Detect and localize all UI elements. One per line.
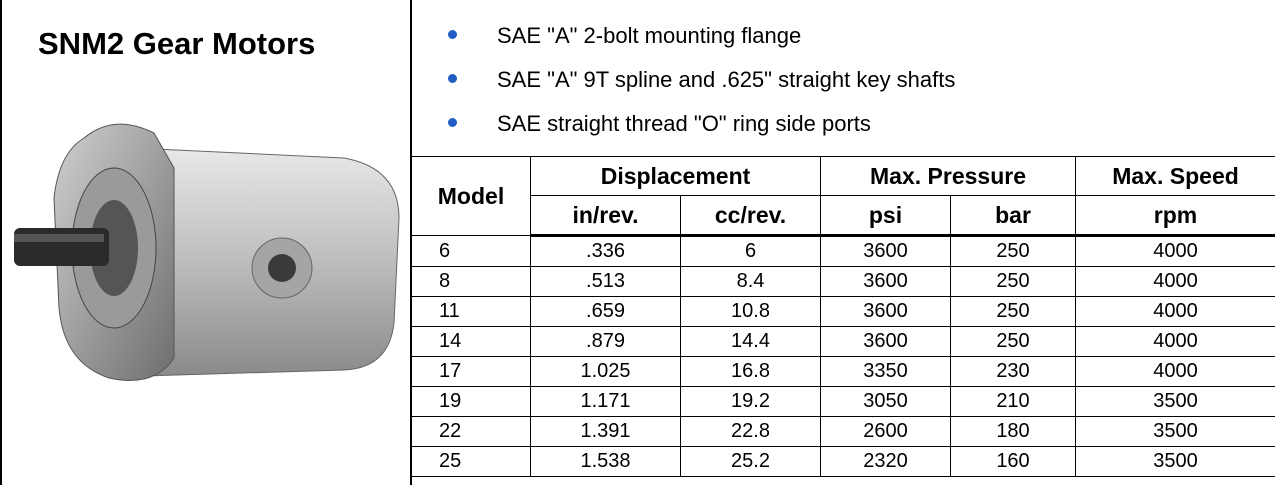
spec-table: Model Displacement Max. Pressure Max. Sp… bbox=[411, 156, 1275, 477]
table-cell: 4000 bbox=[1075, 356, 1275, 387]
table-cell: 10.8 bbox=[680, 296, 821, 327]
table-cell: 2320 bbox=[820, 446, 951, 477]
product-panel: SNM2 Gear Motors bbox=[0, 0, 412, 485]
table-row: 17 1.025 16.8 3350 230 4000 bbox=[411, 356, 1275, 387]
table-row: 14.879 14.4 3600 250 4000 bbox=[411, 326, 1275, 357]
table-cell: 6 bbox=[411, 235, 531, 267]
subheader-row: in/rev. cc/rev. psi bar rpm bbox=[412, 195, 1275, 237]
table-row: 6.336 6 3600 250 4000 bbox=[411, 235, 1275, 267]
table-cell: .659 bbox=[530, 296, 681, 327]
feature-item: SAE straight thread "O" ring side ports bbox=[440, 110, 955, 154]
header-row: Model Displacement Max. Pressure Max. Sp… bbox=[411, 156, 1275, 236]
table-cell: 8.4 bbox=[680, 266, 821, 297]
subheader-cell: rpm bbox=[1075, 195, 1275, 237]
table-cell: 250 bbox=[949, 326, 1077, 357]
table-row: 22 1.391 22.8 2600 180 3500 bbox=[411, 416, 1275, 447]
table-cell: 3600 bbox=[820, 266, 951, 297]
table-cell: 4000 bbox=[1075, 296, 1275, 327]
table-cell: 1.171 bbox=[530, 386, 681, 417]
table-cell: 180 bbox=[949, 416, 1077, 447]
table-cell: 1.538 bbox=[530, 446, 681, 477]
table-row: 25 1.538 25.2 2320 160 3500 bbox=[411, 446, 1275, 477]
table-cell: 160 bbox=[949, 446, 1077, 477]
table-cell: 250 bbox=[949, 296, 1077, 327]
table-cell: 3500 bbox=[1075, 386, 1275, 417]
table-cell: .879 bbox=[530, 326, 681, 357]
table-cell: .513 bbox=[530, 266, 681, 297]
feature-list: SAE "A" 2-bolt mounting flange SAE "A" 9T… bbox=[440, 22, 955, 154]
table-cell: 4000 bbox=[1075, 266, 1275, 297]
table-cell: 210 bbox=[949, 386, 1077, 417]
table-cell: 3600 bbox=[820, 296, 951, 327]
table-row: 11.659 10.8 3600 250 4000 bbox=[411, 296, 1275, 327]
table-cell: 4000 bbox=[1075, 235, 1275, 267]
table-cell: 16.8 bbox=[680, 356, 821, 387]
table-cell: 250 bbox=[949, 235, 1077, 267]
table-cell: 3500 bbox=[1075, 416, 1275, 447]
table-cell: 3600 bbox=[820, 235, 951, 267]
table-cell: 25 bbox=[411, 446, 531, 477]
header-cell: Displacement bbox=[530, 156, 821, 196]
header-cell: Max. Pressure bbox=[819, 156, 1077, 196]
subheader-cell: cc/rev. bbox=[680, 195, 821, 237]
table-cell: 17 bbox=[411, 356, 531, 387]
table-cell: 4000 bbox=[1075, 326, 1275, 357]
table-cell: 250 bbox=[949, 266, 1077, 297]
table-cell: 22.8 bbox=[680, 416, 821, 447]
table-cell: 230 bbox=[949, 356, 1077, 387]
table-cell: .336 bbox=[530, 235, 681, 267]
table-cell: 22 bbox=[411, 416, 531, 447]
table-cell: 3350 bbox=[820, 356, 951, 387]
table-cell: 6 bbox=[680, 235, 821, 267]
table-cell: 8 bbox=[411, 266, 531, 297]
table-cell: 19.2 bbox=[680, 386, 821, 417]
table-cell: 14 bbox=[411, 326, 531, 357]
header-cell: Max. Speed bbox=[1075, 156, 1275, 196]
subheader-cell: in/rev. bbox=[530, 195, 681, 237]
header-cell: Model bbox=[411, 156, 531, 236]
table-row: 19 1.171 19.2 3050 210 3500 bbox=[411, 386, 1275, 417]
table-cell: 11 bbox=[411, 296, 531, 327]
table-cell: 1.391 bbox=[530, 416, 681, 447]
table-cell: 14.4 bbox=[680, 326, 821, 357]
table-row: 8.513 8.4 3600 250 4000 bbox=[411, 266, 1275, 297]
subheader-cell: psi bbox=[820, 195, 951, 237]
table-cell: 3600 bbox=[820, 326, 951, 357]
table-cell: 3050 bbox=[820, 386, 951, 417]
table-cell: 25.2 bbox=[680, 446, 821, 477]
feature-item: SAE "A" 2-bolt mounting flange bbox=[440, 22, 955, 66]
table-cell: 3500 bbox=[1075, 446, 1275, 477]
table-cell: 1.025 bbox=[530, 356, 681, 387]
table-cell: 19 bbox=[411, 386, 531, 417]
motor-image bbox=[14, 123, 400, 381]
product-title: SNM2 Gear Motors bbox=[38, 26, 316, 61]
table-cell: 2600 bbox=[820, 416, 951, 447]
subheader-cell: bar bbox=[949, 195, 1077, 237]
feature-item: SAE "A" 9T spline and .625" straight key… bbox=[440, 66, 955, 110]
